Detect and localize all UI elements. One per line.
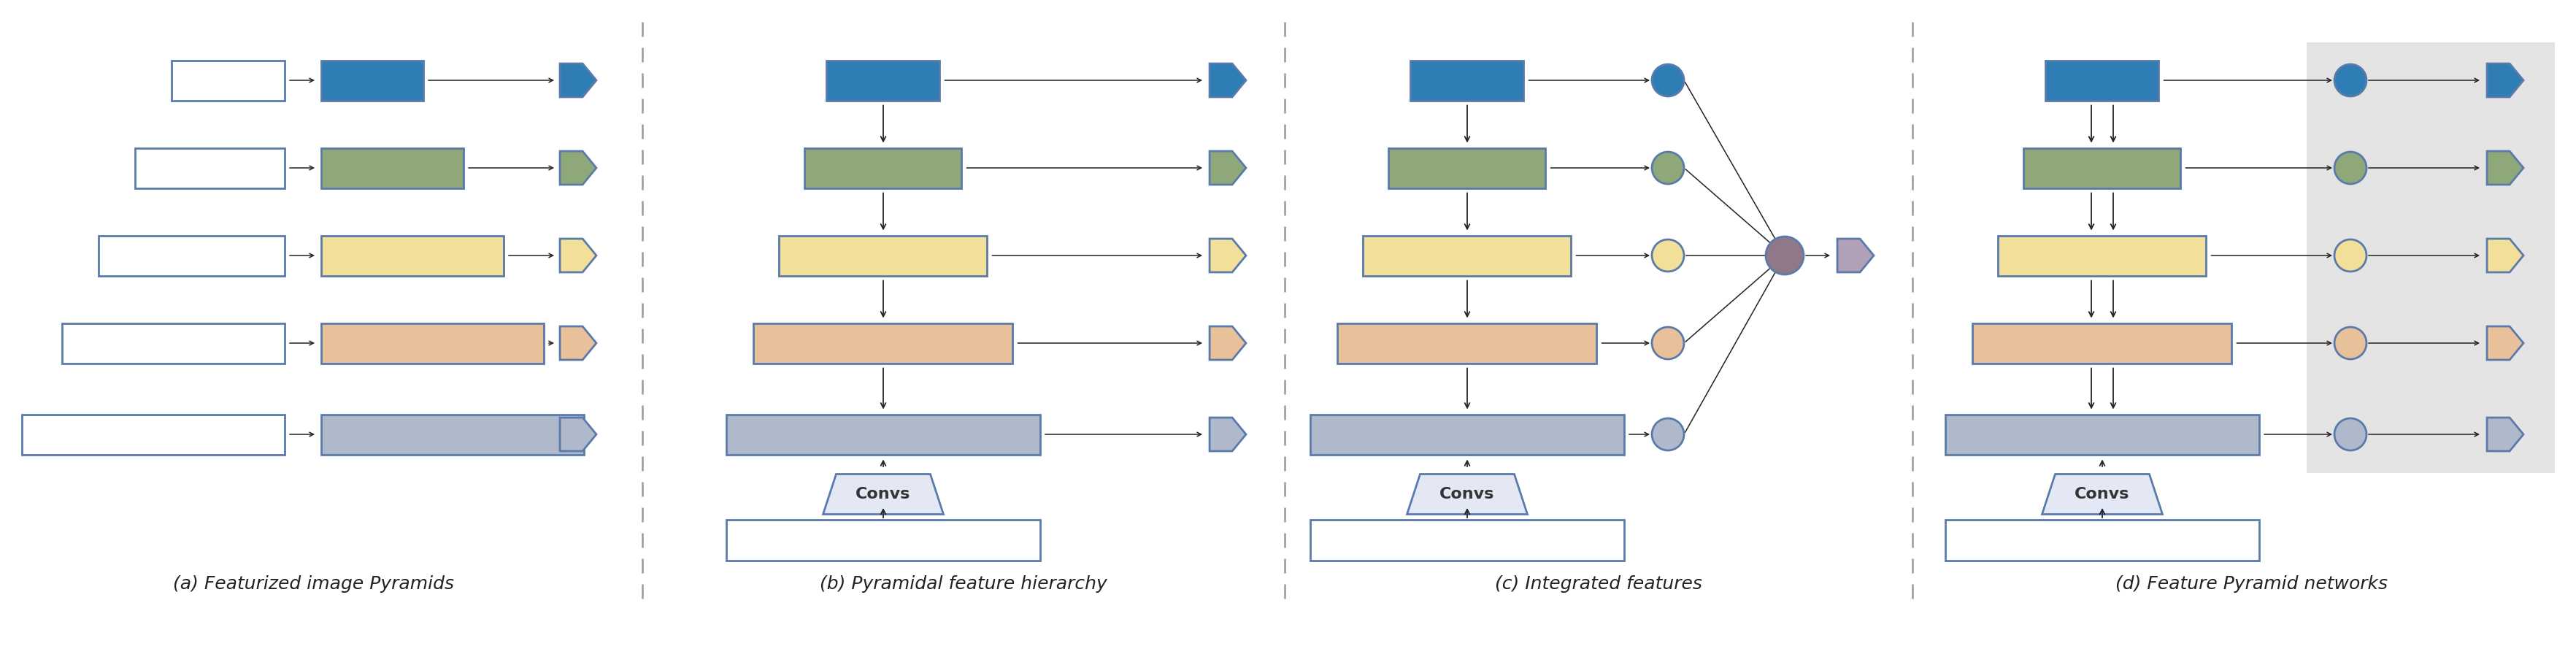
FancyBboxPatch shape bbox=[322, 60, 422, 101]
Polygon shape bbox=[559, 327, 595, 360]
FancyBboxPatch shape bbox=[322, 235, 502, 275]
FancyBboxPatch shape bbox=[1973, 323, 2231, 363]
FancyBboxPatch shape bbox=[1337, 323, 1597, 363]
FancyBboxPatch shape bbox=[1945, 415, 2259, 455]
Polygon shape bbox=[2486, 64, 2522, 97]
FancyBboxPatch shape bbox=[98, 235, 283, 275]
FancyBboxPatch shape bbox=[322, 323, 544, 363]
Text: Convs: Convs bbox=[2074, 487, 2130, 501]
FancyBboxPatch shape bbox=[1363, 235, 1571, 275]
Circle shape bbox=[2334, 64, 2365, 97]
Polygon shape bbox=[1208, 238, 1247, 272]
FancyBboxPatch shape bbox=[21, 415, 283, 455]
FancyBboxPatch shape bbox=[1309, 415, 1623, 455]
Polygon shape bbox=[1208, 327, 1247, 360]
Circle shape bbox=[2334, 152, 2365, 184]
FancyBboxPatch shape bbox=[1996, 235, 2205, 275]
Polygon shape bbox=[2486, 238, 2522, 272]
Text: (d) Feature Pyramid networks: (d) Feature Pyramid networks bbox=[2115, 576, 2388, 593]
FancyBboxPatch shape bbox=[1309, 520, 1623, 560]
Circle shape bbox=[1765, 237, 1803, 275]
Circle shape bbox=[1651, 64, 1685, 97]
FancyBboxPatch shape bbox=[2045, 60, 2159, 101]
FancyBboxPatch shape bbox=[752, 323, 1012, 363]
Polygon shape bbox=[2486, 418, 2522, 451]
Circle shape bbox=[2334, 327, 2365, 359]
Polygon shape bbox=[1208, 64, 1247, 97]
Circle shape bbox=[1651, 239, 1685, 271]
FancyBboxPatch shape bbox=[2306, 42, 2555, 472]
Circle shape bbox=[2334, 419, 2365, 451]
Polygon shape bbox=[559, 64, 595, 97]
FancyBboxPatch shape bbox=[1409, 60, 1522, 101]
Circle shape bbox=[1651, 152, 1685, 184]
FancyBboxPatch shape bbox=[827, 60, 940, 101]
FancyBboxPatch shape bbox=[726, 415, 1041, 455]
FancyBboxPatch shape bbox=[134, 148, 283, 188]
Text: (b) Pyramidal feature hierarchy: (b) Pyramidal feature hierarchy bbox=[819, 576, 1108, 593]
Polygon shape bbox=[2486, 327, 2522, 360]
FancyBboxPatch shape bbox=[173, 60, 283, 101]
Polygon shape bbox=[2486, 151, 2522, 185]
FancyBboxPatch shape bbox=[726, 520, 1041, 560]
FancyBboxPatch shape bbox=[1388, 148, 1546, 188]
FancyBboxPatch shape bbox=[322, 415, 585, 455]
Text: Convs: Convs bbox=[855, 487, 909, 501]
Text: (c) Integrated features: (c) Integrated features bbox=[1494, 576, 1703, 593]
FancyBboxPatch shape bbox=[804, 148, 961, 188]
Polygon shape bbox=[1208, 418, 1247, 451]
FancyBboxPatch shape bbox=[1945, 520, 2259, 560]
FancyBboxPatch shape bbox=[778, 235, 987, 275]
FancyBboxPatch shape bbox=[62, 323, 283, 363]
Polygon shape bbox=[822, 474, 943, 514]
Circle shape bbox=[2334, 239, 2365, 271]
Polygon shape bbox=[559, 151, 595, 185]
Polygon shape bbox=[559, 418, 595, 451]
Circle shape bbox=[1651, 419, 1685, 451]
Text: (a) Featurized image Pyramids: (a) Featurized image Pyramids bbox=[173, 576, 453, 593]
FancyBboxPatch shape bbox=[322, 148, 464, 188]
Polygon shape bbox=[1208, 151, 1247, 185]
Polygon shape bbox=[1406, 474, 1528, 514]
FancyBboxPatch shape bbox=[2022, 148, 2179, 188]
Polygon shape bbox=[2040, 474, 2161, 514]
Text: Convs: Convs bbox=[1440, 487, 1494, 501]
Polygon shape bbox=[559, 238, 595, 272]
Circle shape bbox=[1651, 327, 1685, 359]
Polygon shape bbox=[1837, 238, 1873, 272]
